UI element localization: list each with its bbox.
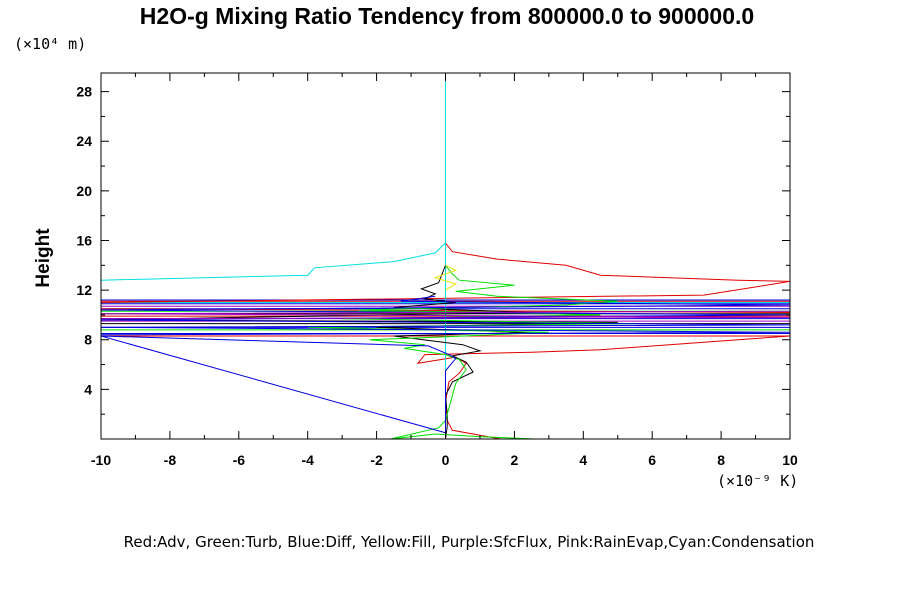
y-tick-label: 12 xyxy=(76,282,92,298)
x-tick-label: 6 xyxy=(648,452,656,468)
x-tick-label: -10 xyxy=(91,452,111,468)
legend-text: Red:Adv, Green:Turb, Blue:Diff, Yellow:F… xyxy=(124,533,815,551)
x-tick-label: -4 xyxy=(301,452,314,468)
series-line-yellow xyxy=(433,264,458,291)
y-axis-unit: (×10⁴ m) xyxy=(14,35,86,53)
x-tick-label: 8 xyxy=(717,452,725,468)
x-tick-label: 4 xyxy=(579,452,587,468)
y-axis-label: Height xyxy=(33,228,54,288)
series-line-blue-b xyxy=(101,295,790,336)
y-tick-label: 20 xyxy=(76,183,92,199)
chart-title: H2O-g Mixing Ratio Tendency from 800000.… xyxy=(140,3,754,29)
x-tick-label: -8 xyxy=(164,452,177,468)
y-tick-label: 24 xyxy=(76,133,92,149)
x-tick-label: 10 xyxy=(782,452,798,468)
series-line-red-b xyxy=(445,242,790,282)
series-layer xyxy=(101,73,790,439)
series-line-cyan xyxy=(101,242,446,281)
x-tick-label: 0 xyxy=(442,452,450,468)
x-tick-label: -2 xyxy=(370,452,383,468)
y-tick-label: 4 xyxy=(84,381,92,397)
y-tick-label: 8 xyxy=(84,332,92,348)
x-tick-label: 2 xyxy=(511,452,519,468)
series-line-black xyxy=(101,265,618,439)
series-line-purple xyxy=(101,310,790,320)
series-line-blue xyxy=(101,335,457,439)
series-line-red xyxy=(101,280,790,439)
x-axis-unit: (×10⁻⁹ K) xyxy=(717,472,798,490)
y-tick-label: 28 xyxy=(76,84,92,100)
x-tick-label: -6 xyxy=(233,452,246,468)
y-tick-label: 16 xyxy=(76,232,92,248)
series-line-green xyxy=(307,264,636,439)
